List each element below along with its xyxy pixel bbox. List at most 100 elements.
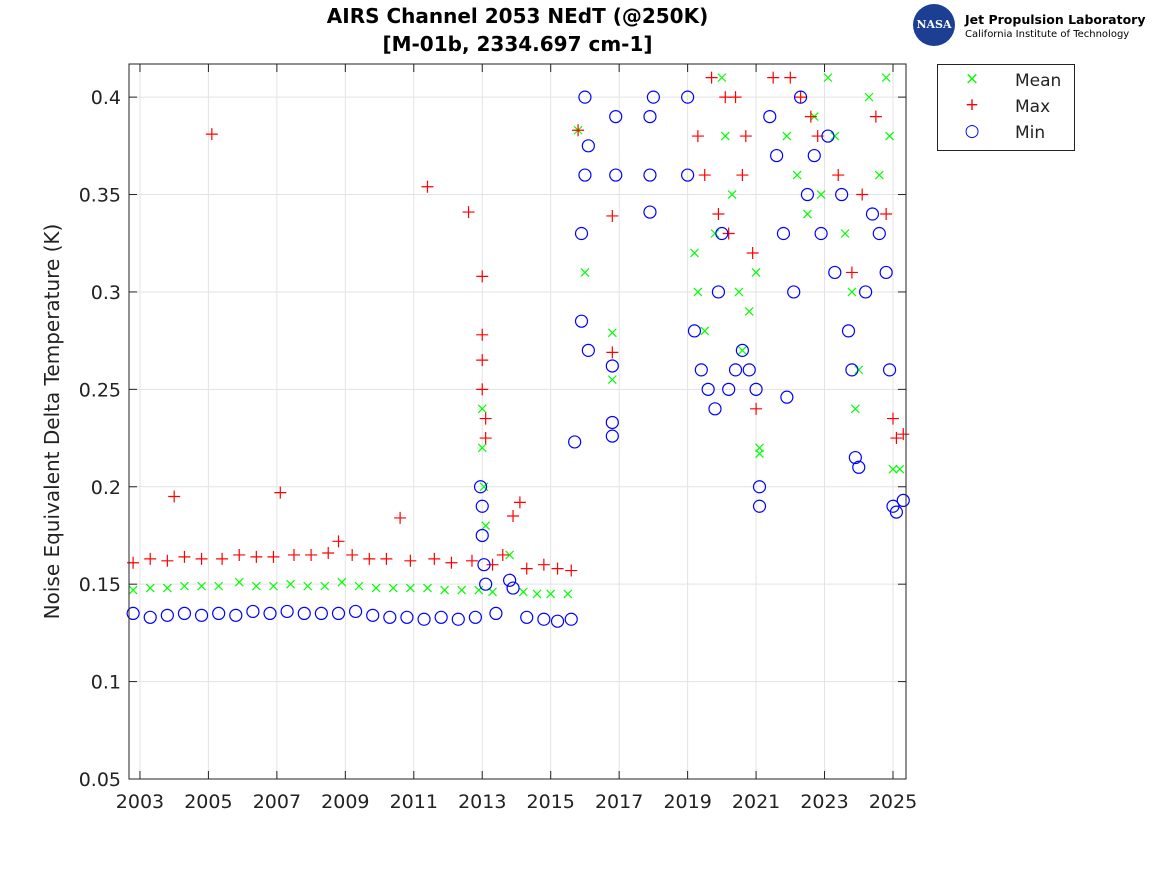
- mean-point: [481, 521, 491, 531]
- min-point: [229, 608, 243, 622]
- mean-point: [830, 131, 840, 141]
- min-point: [752, 499, 767, 513]
- mean-point: [286, 579, 295, 589]
- max-point: [572, 124, 585, 137]
- max-point: [428, 552, 441, 565]
- max-point: [205, 128, 218, 141]
- mean-point: [320, 581, 330, 591]
- mean-point: [128, 585, 138, 595]
- mean-point: [234, 577, 244, 587]
- mean-point: [864, 92, 874, 102]
- min-point: [473, 480, 488, 494]
- min-point: [331, 606, 346, 621]
- max-point: [845, 266, 858, 279]
- legend-label: Min: [1015, 123, 1046, 143]
- mean-point: [693, 287, 703, 297]
- max-point: [804, 110, 817, 123]
- min-point: [872, 226, 886, 241]
- mean-point: [720, 131, 730, 141]
- logo-line-1: Jet Propulsion Laboratory: [965, 12, 1146, 27]
- min-point: [246, 604, 260, 619]
- x-tick-label: 2013: [458, 791, 506, 813]
- min-point: [708, 402, 722, 416]
- mean-point: [388, 583, 398, 593]
- min-point: [848, 450, 862, 465]
- min-point: [400, 610, 414, 624]
- min-point: [681, 168, 695, 182]
- mean-point: [847, 287, 857, 297]
- y-tick-label: 0.4: [91, 87, 121, 109]
- max-point: [794, 91, 807, 104]
- min-point: [280, 604, 294, 619]
- mean-point: [180, 581, 189, 591]
- max-point: [897, 428, 910, 441]
- jpl-logo: NASA Jet Propulsion Laboratory Californi…: [913, 4, 1163, 48]
- max-point: [287, 548, 300, 561]
- min-point: [143, 610, 157, 624]
- min-point: [728, 363, 743, 377]
- min-point: [742, 363, 756, 377]
- min-point: [581, 343, 595, 357]
- mean-point: [423, 583, 432, 593]
- mean-point: [744, 307, 754, 316]
- min-point: [859, 285, 873, 299]
- mean-point: [717, 73, 727, 83]
- min-point: [763, 110, 777, 124]
- min-point: [814, 226, 828, 241]
- mean-point: [440, 585, 450, 595]
- mean-point: [505, 550, 515, 560]
- max-point: [784, 71, 797, 84]
- min-point: [479, 577, 493, 591]
- min-point: [537, 612, 551, 626]
- min-point: [574, 226, 589, 241]
- mean-point: [532, 589, 542, 599]
- min-point: [605, 359, 619, 373]
- min-point: [297, 606, 311, 621]
- max-point: [537, 558, 550, 571]
- min-point: [177, 606, 192, 621]
- y-tick-label: 0.35: [79, 185, 121, 207]
- max-point: [513, 496, 526, 509]
- min-point: [506, 581, 520, 595]
- mean-point: [145, 583, 155, 593]
- max-point: [267, 550, 280, 563]
- plus-marker-icon: +: [964, 95, 980, 115]
- plot-area: [129, 64, 906, 779]
- max-point: [216, 552, 229, 565]
- max-point: [746, 246, 759, 259]
- min-point: [417, 612, 431, 626]
- min-point: [807, 148, 821, 163]
- chart-title: AIRS Channel 2053 NEdT (@250K): [326, 4, 709, 28]
- min-point: [889, 505, 904, 519]
- mean-point: [477, 404, 487, 414]
- max-point: [462, 206, 475, 219]
- min-point: [828, 265, 842, 280]
- min-point: [475, 528, 489, 543]
- min-point: [800, 187, 815, 202]
- min-point: [578, 90, 592, 104]
- mean-point: [755, 449, 764, 459]
- min-point: [780, 390, 794, 404]
- max-point: [869, 110, 882, 123]
- mean-point: [792, 170, 802, 180]
- max-point: [421, 180, 434, 193]
- mean-point: [734, 287, 744, 297]
- max-point: [476, 383, 489, 396]
- x-tick-label: 2023: [800, 791, 848, 813]
- y-tick-label: 0.2: [91, 477, 121, 499]
- y-tick-label: 0.05: [79, 769, 121, 791]
- min-point: [451, 612, 465, 626]
- mean-point: [518, 587, 528, 597]
- min-point: [882, 363, 897, 377]
- min-point: [835, 187, 849, 202]
- mean-point: [337, 577, 347, 587]
- y-tick-label: 0.15: [79, 574, 121, 596]
- max-point: [729, 91, 742, 104]
- max-point: [479, 412, 492, 425]
- min-point: [735, 343, 749, 357]
- min-point: [581, 139, 595, 153]
- max-point: [832, 169, 845, 182]
- mean-point: [197, 581, 206, 591]
- mean-point: [802, 209, 812, 219]
